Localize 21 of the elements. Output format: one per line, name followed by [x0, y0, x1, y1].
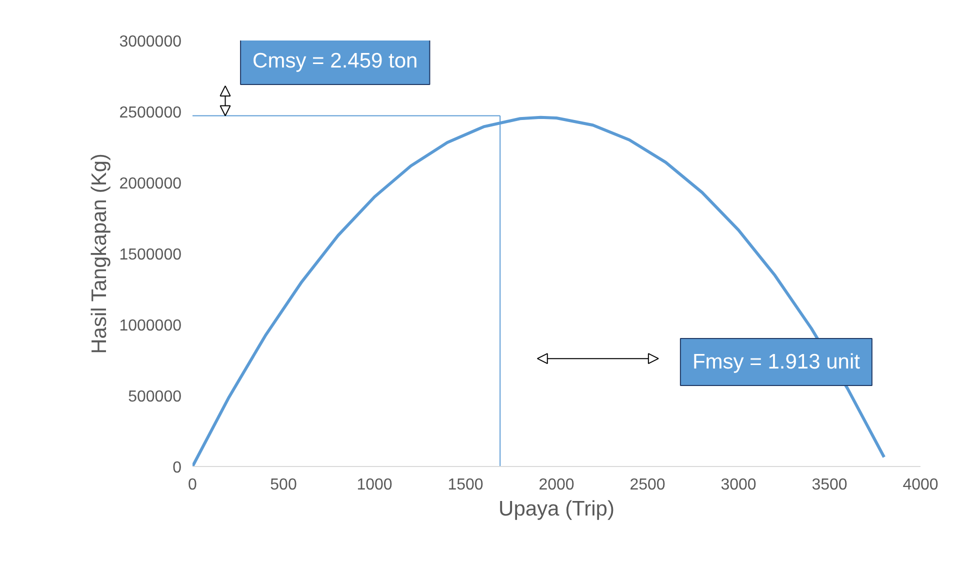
x-tick-label: 3000: [720, 476, 756, 494]
y-axis-title: Hasil Tangkapan (Kg): [88, 153, 112, 354]
x-tick-label: 2500: [630, 476, 666, 494]
x-tick-label: 1000: [356, 476, 392, 494]
x-axis-title: Upaya (Trip): [498, 498, 614, 520]
annotation: Fmsy = 1.913 unit: [692, 350, 860, 374]
annotation: Cmsy = 2.459 ton: [252, 50, 418, 73]
x-tick-label: 2000: [538, 476, 574, 494]
x-tick-label: 3500: [812, 476, 848, 494]
y-tick-label: 500000: [128, 388, 182, 406]
y-tick-label: 0: [172, 460, 182, 476]
x-tick-label: 4000: [902, 476, 938, 494]
y-tick-label: 2000000: [119, 176, 182, 192]
y-tick-label: 2500000: [119, 104, 182, 122]
x-tick-label: 500: [270, 476, 297, 494]
x-tick-label: 0: [188, 476, 198, 494]
y-tick-label: 3000000: [119, 34, 182, 50]
y-tick-label: 1000000: [119, 318, 182, 334]
line-series: [192, 116, 886, 466]
y-tick-label: 1500000: [119, 246, 182, 264]
x-tick-label: 1500: [448, 476, 484, 494]
